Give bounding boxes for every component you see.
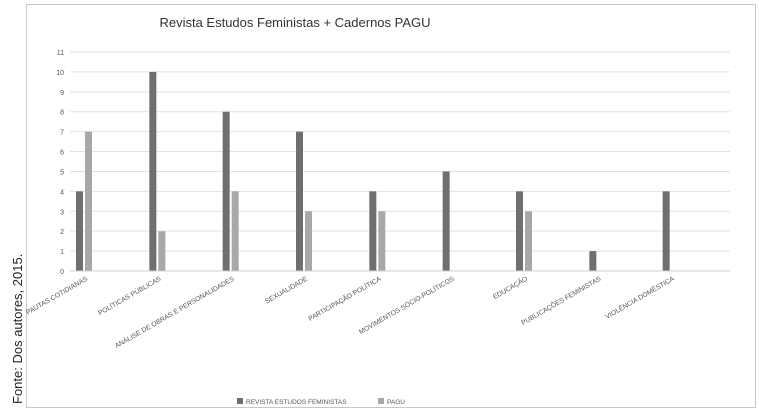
y-tick-label: 11 <box>57 50 64 57</box>
y-tick-label: 3 <box>60 209 64 216</box>
x-category-label: SEXUALIDADE <box>264 275 309 305</box>
y-tick-label: 10 <box>56 70 64 77</box>
bar-pagu <box>525 211 532 271</box>
y-tick-label: 4 <box>60 189 64 196</box>
bar-pagu <box>378 211 386 271</box>
x-axis-labels: PAUTAS COTIDIANAS POLÍTICAS PÚBLICASANÁLI… <box>25 274 676 350</box>
bar-revista <box>442 171 450 271</box>
bar-revista <box>516 191 523 271</box>
bar-revista <box>296 131 303 271</box>
legend-label-revista: REVISTA ESTUDOS FEMINISTAS <box>246 399 347 406</box>
bars <box>76 71 670 272</box>
bar-revista <box>222 111 230 272</box>
x-category-label: POLÍTICAS PÚBLICAS <box>96 274 162 318</box>
bar-revista <box>76 191 83 271</box>
y-tick-label: 8 <box>60 110 64 117</box>
chart-frame <box>26 4 756 408</box>
bar-pagu <box>85 131 92 271</box>
chart-title: Revista Estudos Feministas + Cadernos PA… <box>159 15 430 30</box>
legend-label-pagu: PAGU <box>387 399 405 406</box>
y-tick-label: 6 <box>60 150 64 157</box>
y-tick-label: 9 <box>60 90 64 97</box>
bar-revista <box>589 251 597 271</box>
x-category-label: PARTICIPAÇÃO POLÍTICA <box>307 274 383 323</box>
bar-revista <box>662 191 670 271</box>
legend: REVISTA ESTUDOS FEMINISTAS PAGU <box>237 398 405 406</box>
bar-pagu <box>231 191 239 271</box>
bar-revista <box>369 191 377 271</box>
bar-revista <box>149 71 157 271</box>
x-category-label: PUBLICAÇÕES FEMINISTAS <box>519 274 602 327</box>
x-category-label: PAUTAS COTIDIANAS <box>25 275 89 316</box>
x-category-label: EDUCAÇÃO <box>491 274 529 301</box>
bar-pagu <box>158 231 166 271</box>
bar-pagu <box>305 211 312 271</box>
legend-swatch-revista <box>237 398 243 404</box>
gridlines <box>70 51 730 252</box>
y-tick-label: 1 <box>60 249 64 256</box>
legend-swatch-pagu <box>378 398 384 404</box>
y-tick-label: 5 <box>60 169 64 176</box>
y-tick-label: 0 <box>60 269 64 276</box>
x-category-label: ANÁLISE DE OBRAS E PERSONALIDADES <box>113 274 236 350</box>
y-axis-ticks: 0 1 2 3 4 5 6 7 8 9 10 11 <box>56 50 64 276</box>
y-tick-label: 2 <box>60 229 64 236</box>
x-category-label: VIOLÊNCIA DOMÉSTICA <box>603 274 676 321</box>
y-tick-label: 7 <box>60 130 64 137</box>
